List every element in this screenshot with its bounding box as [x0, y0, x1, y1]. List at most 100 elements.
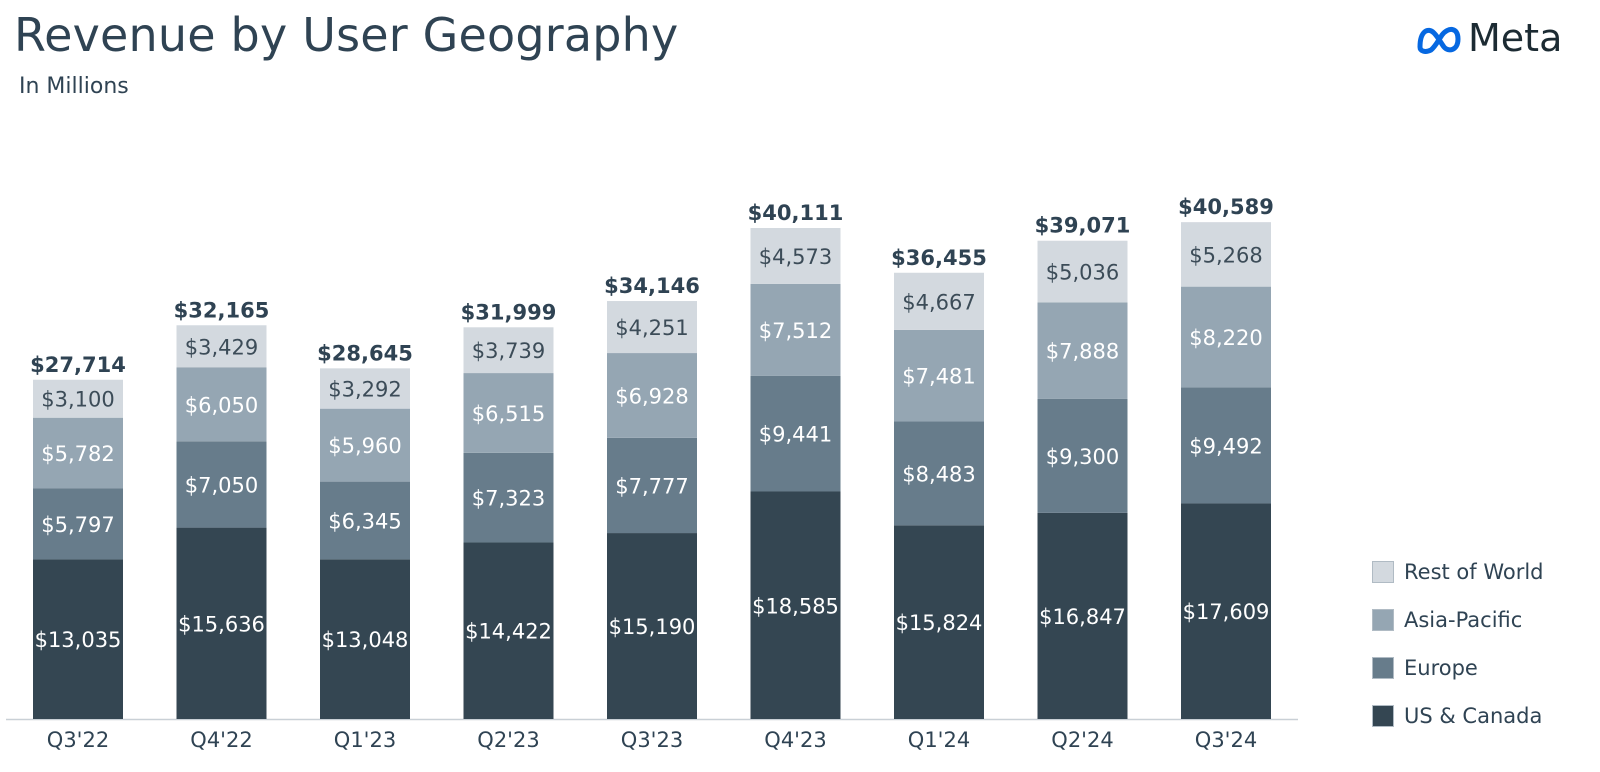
legend-swatch-europe: [1372, 657, 1394, 679]
data-label: $15,824: [896, 611, 983, 635]
bar-segment-us-canada: [33, 559, 123, 719]
data-label: $9,492: [1189, 434, 1262, 458]
legend-label: Asia-Pacific: [1404, 608, 1523, 632]
data-label: $4,251: [615, 316, 688, 340]
bar-group: $15,190 $7,777 $6,928 $4,251 $34,146 Q3'23: [604, 274, 700, 752]
data-label: $7,323: [472, 487, 545, 511]
data-label: $7,050: [185, 473, 258, 497]
bar-segment-us-canada: [607, 533, 697, 719]
data-label: $9,300: [1046, 445, 1119, 469]
data-label: $15,190: [609, 615, 696, 639]
x-tick-label: Q3'23: [621, 728, 683, 752]
bar-segment-asia-pacific: [607, 353, 697, 438]
x-tick-label: Q2'24: [1051, 728, 1113, 752]
total-label: $27,714: [30, 353, 126, 377]
bar-segment-rest-of-world: [176, 325, 267, 368]
x-tick-label: Q2'23: [477, 728, 539, 752]
bar-group: $18,585 $9,441 $7,512 $4,573 $40,111 Q4'23: [748, 201, 844, 752]
data-label: $3,100: [41, 388, 114, 412]
legend-item-us-canada: US & Canada: [1372, 692, 1544, 740]
x-tick-label: Q1'24: [908, 728, 970, 752]
data-label: $16,847: [1039, 605, 1126, 629]
bar-segment-europe: [1037, 398, 1128, 513]
total-label: $36,455: [891, 246, 987, 270]
legend-label: US & Canada: [1404, 704, 1543, 728]
legend-swatch-us-canada: [1372, 705, 1394, 727]
data-label: $5,268: [1189, 243, 1262, 267]
data-label: $4,573: [759, 245, 832, 269]
data-label: $17,609: [1183, 600, 1270, 624]
data-label: $7,888: [1046, 340, 1119, 364]
bar-segment-asia-pacific: [33, 417, 123, 489]
bar-group: $14,422 $7,323 $6,515 $3,739 $31,999 Q2'23: [461, 300, 557, 752]
bar-segment-us-canada: [463, 542, 554, 719]
data-label: $6,345: [328, 509, 401, 533]
bar-segment-europe: [320, 481, 410, 560]
data-label: $7,777: [615, 474, 688, 498]
bar-segment-europe: [1181, 387, 1271, 504]
chart-subtitle: In Millions: [19, 74, 129, 99]
legend-item-europe: Europe: [1372, 644, 1544, 692]
bar-segment-rest-of-world: [750, 228, 841, 284]
bar-segment-asia-pacific: [176, 367, 267, 442]
bar-segment-asia-pacific: [1037, 302, 1128, 399]
bar-segment-europe: [176, 441, 267, 528]
data-label: $4,667: [902, 290, 975, 314]
bar-segment-rest-of-world: [1037, 240, 1128, 303]
data-label: $8,220: [1189, 326, 1262, 350]
total-label: $40,589: [1178, 195, 1274, 219]
bar-segment-us-canada: [1181, 503, 1271, 719]
legend-item-rest-of-world: Rest of World: [1372, 548, 1544, 596]
bar-segment-europe: [33, 488, 123, 560]
legend-label: Rest of World: [1404, 560, 1544, 584]
data-label: $5,782: [41, 442, 114, 466]
bar-segment-us-canada: [320, 559, 410, 719]
x-tick-label: Q4'22: [190, 728, 252, 752]
data-label: $6,050: [185, 393, 258, 417]
x-tick-label: Q3'24: [1195, 728, 1257, 752]
data-label: $18,585: [752, 594, 839, 618]
total-label: $39,071: [1035, 214, 1131, 238]
meta-infinity-icon: [1414, 21, 1464, 55]
bar-group: $16,847 $9,300 $7,888 $5,036 $39,071 Q2'24: [1035, 214, 1131, 752]
x-tick-label: Q3'22: [47, 728, 109, 752]
x-tick-label: Q4'23: [764, 728, 826, 752]
bar-segment-rest-of-world: [894, 272, 984, 330]
bar-group: $15,636 $7,050 $6,050 $3,429 $32,165 Q4'22: [174, 298, 270, 752]
data-label: $6,928: [615, 384, 688, 408]
data-label: $5,960: [328, 434, 401, 458]
total-label: $34,146: [604, 274, 700, 298]
legend-label: Europe: [1404, 656, 1478, 680]
bar-group: $15,824 $8,483 $7,481 $4,667 $36,455 Q1'24: [891, 246, 987, 752]
x-tick-label: Q1'23: [334, 728, 396, 752]
bar-group: $13,048 $6,345 $5,960 $3,292 $28,645 Q1'23: [317, 341, 413, 752]
bar-segment-rest-of-world: [320, 368, 410, 409]
bar-segment-europe: [750, 375, 841, 492]
legend-swatch-asia-pacific: [1372, 609, 1394, 631]
bar-segment-asia-pacific: [463, 373, 554, 453]
bar-segment-rest-of-world: [1181, 222, 1271, 287]
data-label: $3,739: [472, 339, 545, 363]
bar-segment-us-canada: [750, 491, 841, 719]
data-label: $8,483: [902, 462, 975, 486]
bar-segment-asia-pacific: [1181, 286, 1271, 388]
data-label: $13,048: [322, 628, 409, 652]
bar-segment-us-canada: [1037, 512, 1128, 719]
meta-logo-text: Meta: [1468, 16, 1563, 60]
data-label: $3,429: [185, 335, 258, 359]
data-label: $5,036: [1046, 261, 1119, 285]
bar-segment-us-canada: [894, 525, 984, 719]
chart-legend: Rest of World Asia-Pacific Europe US & C…: [1372, 548, 1544, 740]
bar-segment-europe: [607, 437, 697, 534]
legend-item-asia-pacific: Asia-Pacific: [1372, 596, 1544, 644]
bar-segment-us-canada: [176, 527, 267, 719]
data-label: $14,422: [465, 620, 552, 644]
bar-segment-asia-pacific: [320, 408, 410, 482]
data-label: $7,481: [902, 365, 975, 389]
bar-segment-europe: [463, 452, 554, 543]
chart-title: Revenue by User Geography: [14, 8, 679, 62]
bar-segment-europe: [894, 421, 984, 526]
bar-segment-rest-of-world: [33, 379, 123, 418]
legend-swatch-rest-of-world: [1372, 561, 1394, 583]
